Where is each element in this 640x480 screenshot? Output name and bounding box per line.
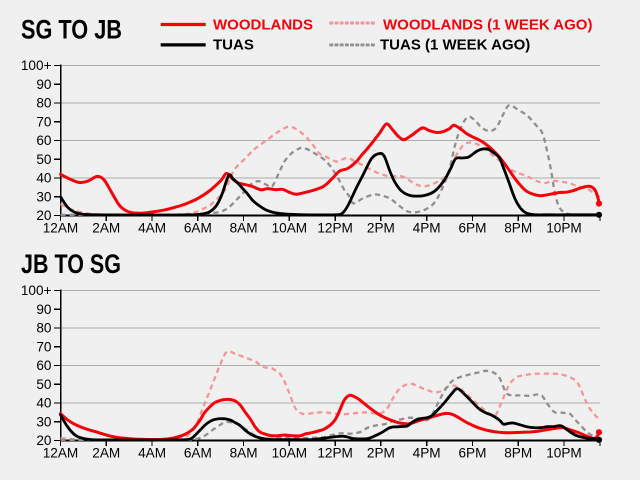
svg-text:TUAS: TUAS bbox=[213, 37, 254, 54]
svg-text:8AM: 8AM bbox=[230, 221, 258, 236]
svg-text:8PM: 8PM bbox=[504, 446, 532, 461]
svg-text:30: 30 bbox=[36, 414, 52, 429]
svg-text:30: 30 bbox=[36, 189, 52, 204]
svg-text:4PM: 4PM bbox=[413, 446, 441, 461]
svg-text:4AM: 4AM bbox=[138, 221, 166, 236]
svg-text:2AM: 2AM bbox=[92, 221, 120, 236]
svg-text:40: 40 bbox=[36, 396, 52, 411]
svg-text:2PM: 2PM bbox=[367, 446, 395, 461]
svg-text:20: 20 bbox=[36, 433, 52, 448]
svg-text:2AM: 2AM bbox=[92, 446, 120, 461]
svg-text:JB TO SG: JB TO SG bbox=[21, 249, 121, 279]
svg-text:6PM: 6PM bbox=[458, 446, 486, 461]
svg-text:4AM: 4AM bbox=[138, 446, 166, 461]
svg-text:12AM: 12AM bbox=[43, 221, 79, 236]
svg-text:80: 80 bbox=[36, 321, 52, 336]
svg-text:20: 20 bbox=[36, 208, 52, 223]
svg-text:2PM: 2PM bbox=[367, 221, 395, 236]
svg-text:10AM: 10AM bbox=[272, 221, 308, 236]
svg-text:WOODLANDS: WOODLANDS bbox=[213, 16, 313, 33]
svg-text:4PM: 4PM bbox=[413, 221, 441, 236]
svg-text:12PM: 12PM bbox=[317, 221, 353, 236]
svg-text:50: 50 bbox=[36, 377, 52, 392]
svg-text:SG TO JB: SG TO JB bbox=[21, 14, 122, 44]
svg-text:60: 60 bbox=[36, 358, 52, 373]
svg-text:90: 90 bbox=[36, 77, 52, 92]
svg-text:10PM: 10PM bbox=[546, 446, 582, 461]
svg-text:90: 90 bbox=[36, 302, 52, 317]
svg-text:70: 70 bbox=[36, 339, 52, 354]
svg-text:6PM: 6PM bbox=[458, 221, 486, 236]
svg-text:8AM: 8AM bbox=[230, 446, 258, 461]
svg-text:80: 80 bbox=[36, 96, 52, 111]
svg-text:100+: 100+ bbox=[21, 283, 52, 298]
svg-text:WOODLANDS (1 WEEK AGO): WOODLANDS (1 WEEK AGO) bbox=[383, 16, 592, 33]
svg-text:TUAS (1 WEEK AGO): TUAS (1 WEEK AGO) bbox=[380, 37, 530, 54]
svg-text:50: 50 bbox=[36, 152, 52, 167]
svg-text:12PM: 12PM bbox=[317, 446, 353, 461]
svg-text:100+: 100+ bbox=[21, 58, 52, 73]
svg-text:40: 40 bbox=[36, 171, 52, 186]
svg-text:6AM: 6AM bbox=[184, 221, 212, 236]
svg-text:12AM: 12AM bbox=[43, 446, 79, 461]
svg-text:10PM: 10PM bbox=[546, 221, 582, 236]
svg-text:6AM: 6AM bbox=[184, 446, 212, 461]
svg-text:70: 70 bbox=[36, 114, 52, 129]
svg-text:8PM: 8PM bbox=[504, 221, 532, 236]
svg-text:60: 60 bbox=[36, 133, 52, 148]
svg-text:10AM: 10AM bbox=[272, 446, 308, 461]
